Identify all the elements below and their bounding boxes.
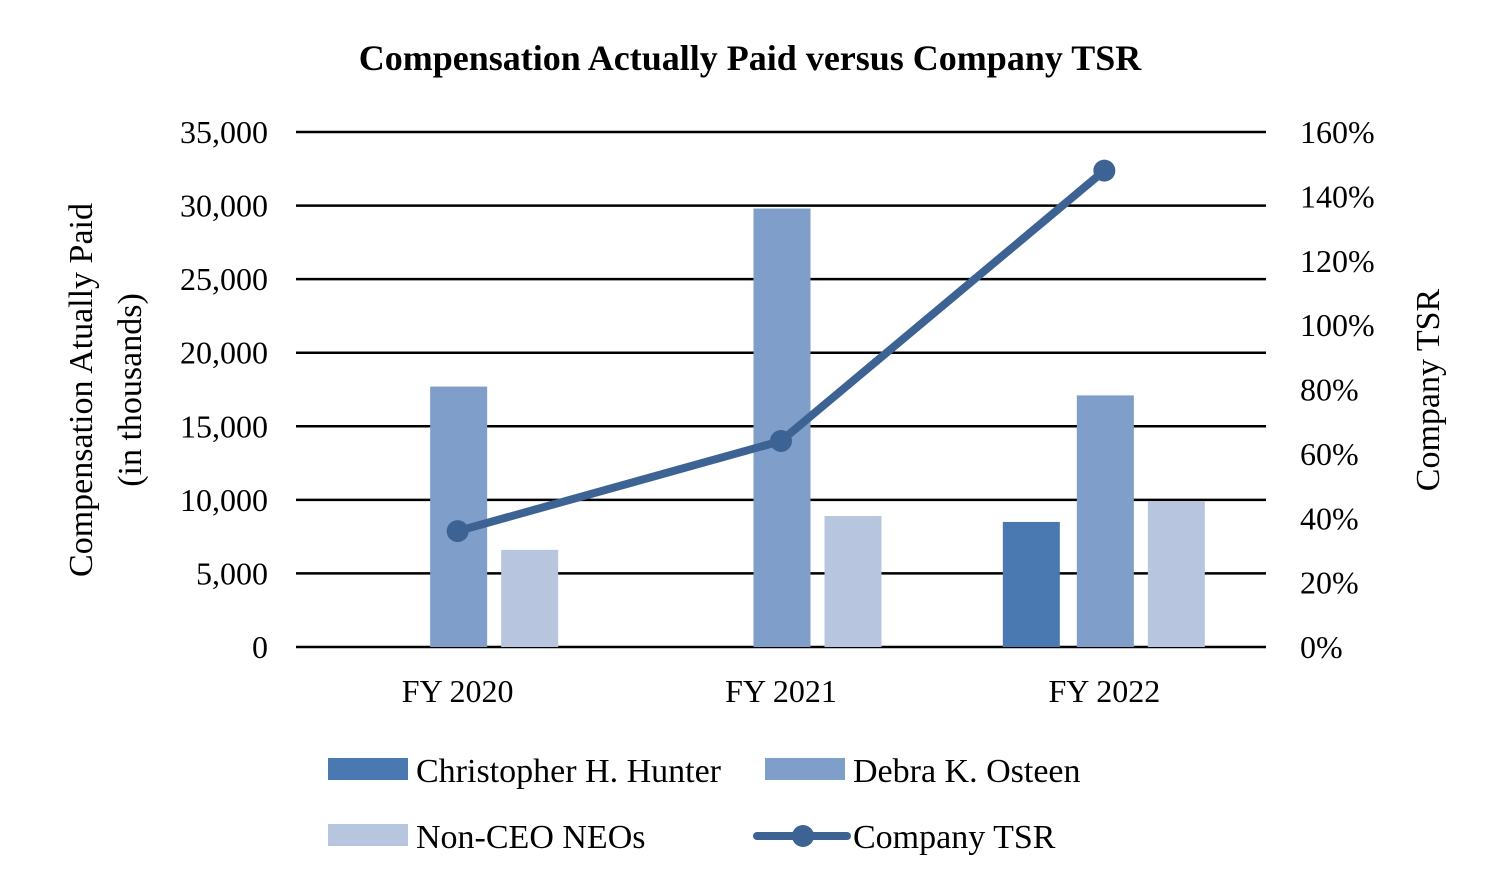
legend-label: Christopher H. Hunter — [416, 753, 722, 790]
legend-layer: Christopher H. Hunter Debra K. Osteen Non-… — [328, 753, 1081, 856]
bar — [824, 516, 882, 647]
x-category-label: FY 2021 — [725, 673, 837, 709]
y-left-axis-title: Compensation Atually Paid — [63, 203, 100, 577]
legend-label: Debra K. Osteen — [853, 753, 1081, 790]
legend-swatch — [765, 758, 845, 780]
legend-swatch — [328, 824, 408, 846]
legend-swatch — [328, 758, 408, 780]
bar — [1147, 501, 1205, 647]
y-left-tick-label: 10,000 — [180, 482, 268, 518]
y-left-tick-label: 20,000 — [180, 335, 268, 371]
y-right-axis-title: Company TSR — [1410, 288, 1447, 491]
y-left-tick-label: 30,000 — [180, 188, 268, 224]
line-layer — [446, 159, 1116, 543]
y-right-tick-label: 80% — [1300, 372, 1359, 408]
bar — [1076, 395, 1134, 647]
y-right-tick-label: 20% — [1300, 565, 1359, 601]
y-left-axis-subtitle: (in thousands) — [112, 293, 149, 487]
tsr-point — [1093, 159, 1116, 182]
x-category-label: FY 2022 — [1048, 673, 1160, 709]
y-left-tick-label: 0 — [252, 629, 268, 665]
bar — [430, 386, 488, 647]
tsr-point — [770, 430, 792, 452]
tsr-point — [446, 520, 469, 543]
y-right-tick-label: 100% — [1300, 307, 1375, 343]
axes-layer: 0 5,000 10,000 15,000 20,000 25,000 30,000 35,0… — [63, 114, 1447, 709]
y-right-tick-label: 160% — [1300, 114, 1375, 150]
bars-layer — [430, 208, 1205, 647]
bar — [1002, 521, 1060, 647]
y-left-tick-label: 35,000 — [180, 114, 268, 150]
y-left-tick-label: 25,000 — [180, 261, 268, 297]
x-category-label: FY 2020 — [402, 673, 514, 709]
y-right-tick-label: 140% — [1300, 178, 1375, 214]
y-right-tick-label: 0% — [1300, 629, 1343, 665]
legend-label: Company TSR — [853, 819, 1056, 856]
bar — [501, 549, 559, 647]
y-left-tick-label: 15,000 — [180, 408, 268, 444]
legend-label: Non-CEO NEOs — [416, 819, 645, 856]
chart-title: Compensation Actually Paid versus Compan… — [359, 38, 1142, 78]
y-left-tick-label: 5,000 — [196, 555, 268, 591]
y-right-tick-label: 120% — [1300, 243, 1375, 279]
y-right-tick-label: 40% — [1300, 500, 1359, 536]
y-right-tick-label: 60% — [1300, 436, 1359, 472]
legend-marker — [792, 825, 814, 847]
